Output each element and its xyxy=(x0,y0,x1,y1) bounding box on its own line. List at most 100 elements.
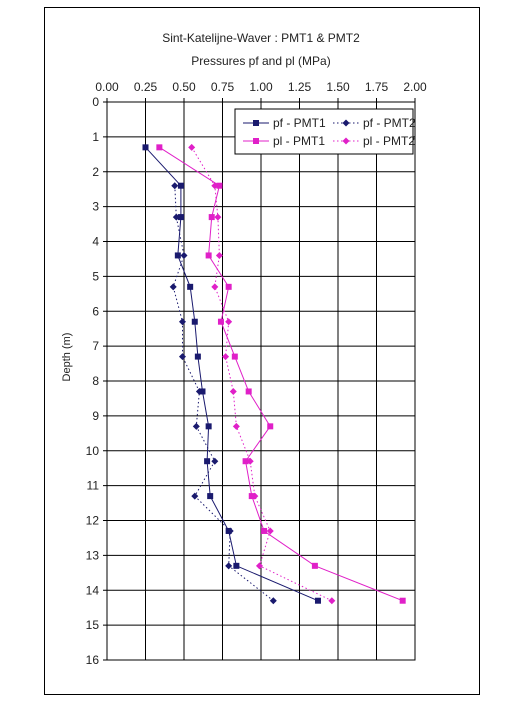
data-point xyxy=(195,387,203,395)
chart-canvas: Sint-Katelijne-Waver : PMT1 & PMT2 Press… xyxy=(61,31,427,667)
legend-swatch-marker xyxy=(342,137,350,145)
series-pl-pmt1 xyxy=(156,144,406,604)
data-point xyxy=(233,562,240,569)
grid xyxy=(103,98,416,661)
data-point xyxy=(187,283,194,290)
legend-label: pl - PMT1 xyxy=(273,134,325,148)
legend-item: pf - PMT2 xyxy=(333,116,416,130)
data-point xyxy=(177,182,184,189)
data-point xyxy=(211,283,219,291)
data-point xyxy=(169,283,177,291)
data-point xyxy=(214,213,222,221)
data-point xyxy=(261,527,268,534)
y-tick-label: 15 xyxy=(86,618,100,632)
data-point xyxy=(207,493,214,500)
data-point xyxy=(180,251,188,259)
legend: pf - PMT1 pf - PMT2 pl - PMT1 pl - PMT2 xyxy=(234,108,416,155)
data-point xyxy=(194,353,201,360)
x-tick-label: 1.00 xyxy=(249,80,273,94)
data-point xyxy=(191,318,198,325)
data-point xyxy=(232,422,240,430)
data-point xyxy=(211,457,219,465)
data-point xyxy=(269,597,277,605)
data-point xyxy=(328,597,336,605)
y-tick-label: 14 xyxy=(86,583,100,597)
data-point xyxy=(231,353,238,360)
data-point xyxy=(255,562,263,570)
x-tick-label: 0.00 xyxy=(95,80,119,94)
y-axis-label: Depth (m) xyxy=(61,333,73,382)
data-point xyxy=(188,143,196,151)
data-point xyxy=(205,252,212,259)
data-point xyxy=(156,144,163,151)
series-pl-pmt2 xyxy=(188,143,336,605)
series-pf-pmt2 xyxy=(169,182,277,605)
data-point xyxy=(242,458,249,465)
x-tick-label: 0.75 xyxy=(211,80,235,94)
data-point xyxy=(172,213,180,221)
series-pf-pmt1 xyxy=(142,144,321,604)
data-point xyxy=(267,423,274,430)
data-point xyxy=(246,457,254,465)
data-point xyxy=(171,182,179,190)
legend-swatch-marker xyxy=(342,119,350,127)
legend-swatch-marker xyxy=(253,120,259,126)
data-point xyxy=(222,353,230,361)
data-point xyxy=(178,353,186,361)
data-point xyxy=(204,458,211,465)
plot-area-border xyxy=(106,101,416,661)
x-tick-label: 0.25 xyxy=(134,80,158,94)
series-line xyxy=(172,185,274,602)
data-point xyxy=(399,597,406,604)
y-tick-label: 11 xyxy=(87,479,100,493)
data-point xyxy=(251,492,259,500)
x-tick-label: 0.50 xyxy=(172,80,196,94)
data-point xyxy=(208,214,215,221)
data-point xyxy=(191,492,199,500)
y-tick-label: 4 xyxy=(92,235,99,249)
legend-item: pl - PMT2 xyxy=(333,134,415,148)
tick-labels: 0.00 0.25 0.50 0.75 1.00 1.25 1.50 1.75 2.000123… xyxy=(86,80,427,667)
y-tick-label: 6 xyxy=(92,304,99,318)
legend-label: pl - PMT2 xyxy=(363,134,415,148)
y-tick-label: 3 xyxy=(92,200,99,214)
legend-label: pf - PMT2 xyxy=(363,116,416,130)
y-tick-label: 7 xyxy=(92,339,99,353)
data-point xyxy=(178,318,186,326)
data-point xyxy=(205,423,212,430)
data-point xyxy=(225,283,232,290)
data-point xyxy=(225,562,233,570)
y-tick-label: 8 xyxy=(92,374,99,388)
legend-item: pf - PMT1 xyxy=(243,116,326,130)
y-tick-label: 12 xyxy=(86,514,100,528)
y-tick-label: 13 xyxy=(86,548,100,562)
series-line xyxy=(159,146,403,602)
data-point xyxy=(311,562,318,569)
series-line xyxy=(191,147,333,602)
data-point xyxy=(314,597,321,604)
y-tick-label: 1 xyxy=(92,130,99,144)
x-tick-label: 1.25 xyxy=(288,80,312,94)
chart-title: Sint-Katelijne-Waver : PMT1 & PMT2 xyxy=(162,31,360,45)
y-tick-label: 0 xyxy=(92,95,99,109)
chart-frame: Sint-Katelijne-Waver : PMT1 & PMT2 Press… xyxy=(44,7,480,695)
data-point xyxy=(225,318,233,326)
data-point xyxy=(177,214,184,221)
data-point xyxy=(142,144,149,151)
data-point xyxy=(192,422,200,430)
data-point xyxy=(245,388,252,395)
data-point xyxy=(216,182,223,189)
series-group xyxy=(142,143,406,605)
legend-box xyxy=(234,108,414,155)
series-line xyxy=(145,146,319,602)
y-tick-label: 16 xyxy=(86,653,100,667)
y-tick-label: 9 xyxy=(92,409,99,423)
x-tick-label: 2.00 xyxy=(403,80,427,94)
data-point xyxy=(226,527,234,535)
data-point xyxy=(229,387,237,395)
x-tick-label: 1.75 xyxy=(365,80,389,94)
y-tick-label: 2 xyxy=(92,165,99,179)
legend-swatch-marker xyxy=(253,138,259,144)
data-point xyxy=(211,182,219,190)
y-tick-label: 10 xyxy=(86,444,100,458)
